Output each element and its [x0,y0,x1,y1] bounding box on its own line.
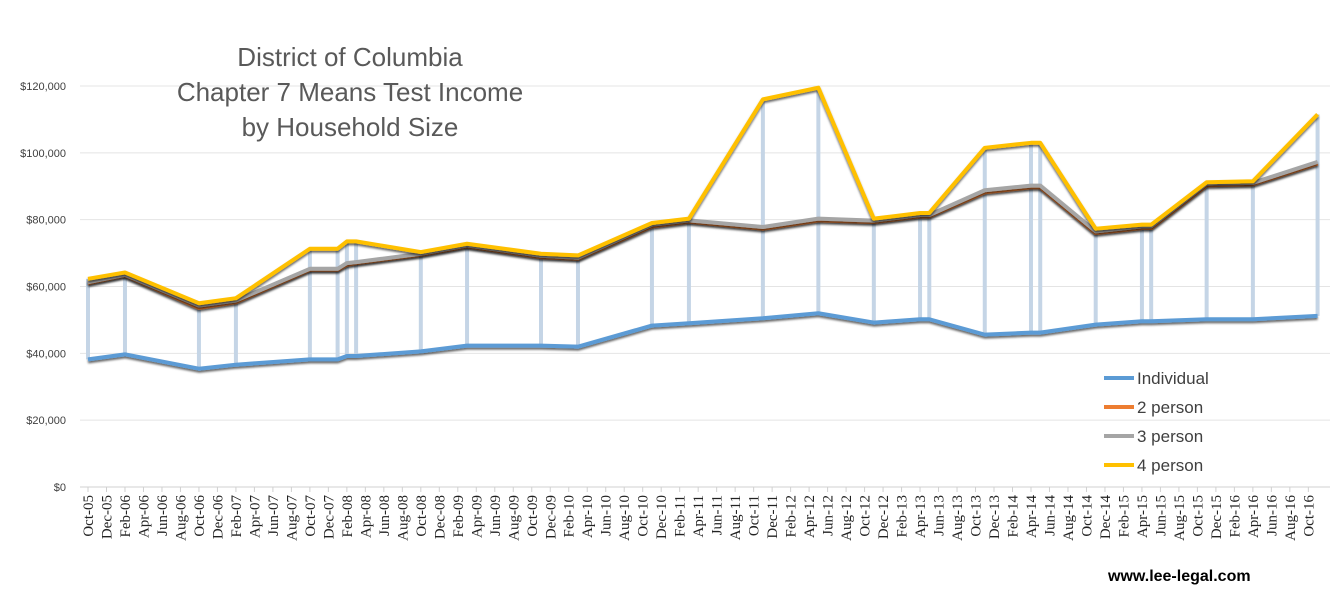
x-tick-label: Jun-13 [932,495,948,536]
y-tick-label: $20,000 [26,415,66,427]
x-tick-label: Feb-11 [673,495,689,537]
y-tick-label: $0 [54,482,66,494]
x-tick-label: Apr-16 [1246,495,1262,539]
x-tick-label: Oct-10 [636,495,652,537]
x-tick-label: Oct-05 [81,495,97,537]
x-tick-label: Apr-10 [580,495,596,538]
x-tick-label: Feb-16 [1227,495,1243,538]
series-line-4-person [87,85,1320,306]
x-tick-label: Oct-11 [747,495,763,536]
title-line-1: District of Columbia [237,42,463,72]
x-tick-label: Dec-14 [1098,495,1114,540]
y-axis: $0 $20,000 $40,000 $60,000 $80,000 $100,000 $1… [20,81,66,494]
x-tick-label: Feb-10 [562,495,578,538]
x-tick-label: Dec-08 [432,495,448,539]
y-tick-label: $100,000 [20,148,66,160]
x-tick-label: Dec-05 [99,495,115,539]
x-tick-label: Feb-15 [1116,495,1132,538]
drop-lines [86,87,1320,369]
x-tick-label: Aug-11 [728,495,744,540]
legend: Individual 2 person 3 person 4 person [1104,369,1209,475]
x-tick-label: Aug-07 [284,495,300,541]
y-tick-label: $120,000 [20,81,66,93]
x-tick-label: Apr-12 [802,495,818,538]
x-tick-label: Apr-14 [1024,495,1040,539]
x-tick-label: Apr-09 [469,495,485,538]
x-tick-label: Feb-08 [340,495,356,538]
x-tick-label: Jun-08 [377,495,393,536]
x-tick-label: Jun-11 [710,495,726,535]
y-tick-label: $60,000 [26,282,66,294]
x-tick-label: Apr-07 [247,495,263,539]
x-tick-label: Aug-06 [173,495,189,541]
legend-label: 2 person [1137,398,1203,417]
x-tick-label: Feb-07 [229,495,245,538]
website-credit: www.lee-legal.com [1108,568,1251,585]
x-tick-label: Dec-06 [210,495,226,540]
x-tick-label: Dec-10 [654,495,670,539]
x-tick-label: Jun-14 [1042,495,1058,536]
x-tick-label: Aug-12 [839,495,855,541]
x-tick-label: Dec-15 [1209,495,1225,539]
y-tick-label: $80,000 [26,215,66,227]
legend-label: 4 person [1137,456,1203,475]
x-tick-label: Dec-09 [543,495,559,539]
x-tick-label: Oct-07 [303,495,319,537]
legend-label: 3 person [1137,427,1203,446]
x-tick-label: Apr-13 [913,495,929,538]
x-tick-label: Feb-14 [1006,495,1022,538]
x-tick-label: Apr-06 [136,495,152,539]
x-tick-label: Oct-08 [414,495,430,537]
x-tick-label: Oct-15 [1190,495,1206,537]
x-tick-label: Jun-15 [1153,495,1169,536]
x-axis: Oct-05 Dec-05 Feb-06 Apr-06 Jun-06 Aug-06 Oct-… [81,487,1317,541]
x-tick-label: Feb-12 [784,495,800,538]
x-tick-label: Aug-16 [1283,495,1299,541]
chart-title: District of Columbia Chapter 7 Means Tes… [120,40,580,145]
x-tick-label: Apr-11 [691,495,707,537]
series-line-individual [87,311,1318,371]
x-tick-label: Jun-06 [155,495,171,536]
x-tick-label: Jun-09 [488,495,504,536]
x-tick-label: Aug-09 [506,495,522,541]
x-tick-label: Jun-16 [1264,495,1280,536]
x-tick-label: Aug-13 [950,495,966,541]
x-tick-label: Jun-10 [599,495,615,536]
series-line-3-person [87,159,1319,308]
legend-label: Individual [1137,369,1209,388]
x-tick-label: Oct-06 [192,495,208,537]
x-tick-label: Dec-07 [321,495,337,540]
x-tick-label: Apr-08 [358,495,374,538]
x-tick-label: Oct-09 [525,495,541,537]
x-tick-label: Aug-14 [1061,495,1077,541]
x-tick-label: Aug-10 [617,495,633,541]
x-tick-label: Oct-12 [858,495,874,537]
y-tick-label: $40,000 [26,348,66,360]
x-tick-label: Aug-15 [1172,495,1188,541]
x-tick-label: Oct-16 [1301,495,1317,537]
x-tick-label: Apr-15 [1135,495,1151,538]
x-tick-label: Oct-14 [1079,495,1095,537]
series-lines [87,85,1320,371]
x-tick-label: Oct-13 [969,495,985,537]
x-tick-label: Dec-13 [987,495,1003,539]
x-tick-label: Aug-08 [395,495,411,541]
x-tick-label: Feb-13 [895,495,911,538]
title-line-3: by Household Size [241,112,459,142]
x-tick-label: Feb-06 [118,495,134,538]
x-tick-label: Dec-11 [765,495,781,539]
x-tick-label: Feb-09 [451,495,467,538]
title-line-2: Chapter 7 Means Test Income [176,77,524,107]
x-tick-label: Jun-12 [821,495,837,536]
x-tick-label: Jun-07 [266,495,282,536]
x-tick-label: Dec-12 [876,495,892,539]
gridlines [80,85,1330,488]
